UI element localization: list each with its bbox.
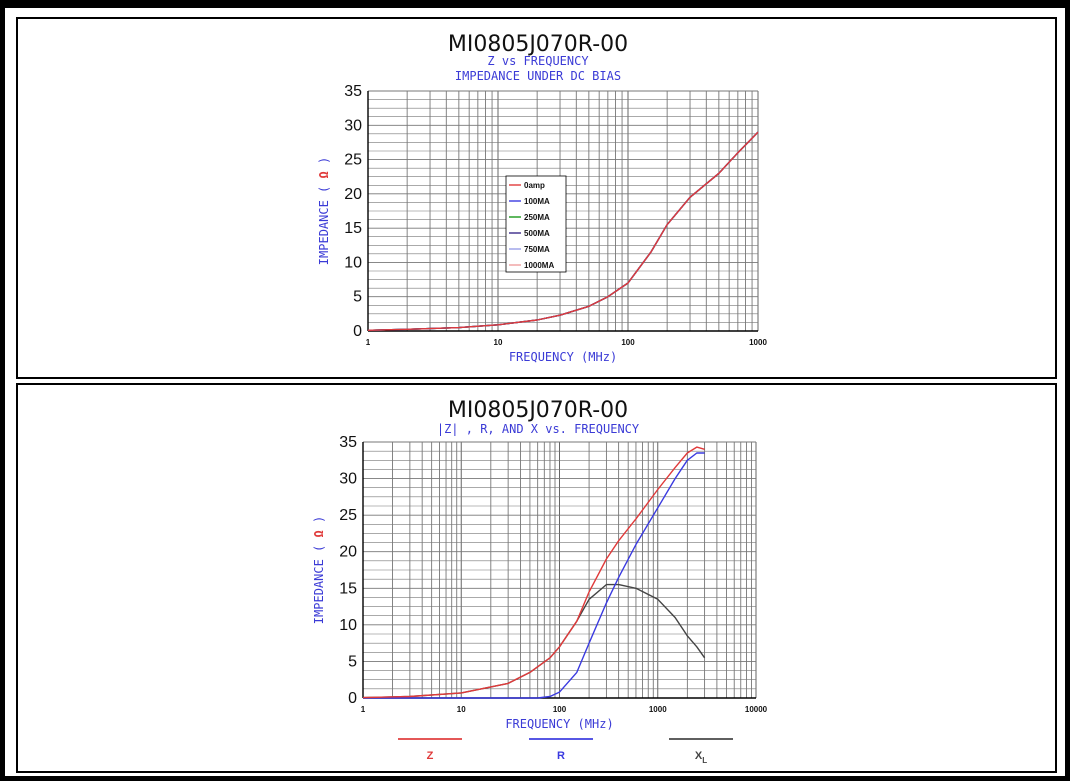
legend-label-x: XL xyxy=(695,750,707,765)
legend-bottom: Z R XL xyxy=(398,738,733,765)
chart-title: MI0805J070R-00 xyxy=(448,398,628,423)
y-tick-label: 5 xyxy=(348,653,357,670)
x-tick-label: 1 xyxy=(361,705,366,714)
y-tick-label: 0 xyxy=(348,690,357,707)
series-lines xyxy=(367,131,759,331)
series-line-z xyxy=(362,446,705,699)
series-lines xyxy=(362,446,706,699)
legend-label: 500MA xyxy=(524,229,550,238)
y-tick-label: 5 xyxy=(353,289,362,306)
chart-subtitle: |Z| , R, AND X vs. FREQUENCY xyxy=(437,422,640,436)
legend-box xyxy=(505,175,567,273)
grid-lines xyxy=(362,441,757,699)
series-line-r xyxy=(363,452,705,699)
y-axis-label-text: IMPEDANCE ( xyxy=(312,537,326,624)
y-tick-label: 0 xyxy=(353,323,362,340)
x-axis-label: FREQUENCY (MHz) xyxy=(509,350,617,364)
y-axis-label-close: ) xyxy=(317,157,331,171)
y-tick-label: 20 xyxy=(344,186,362,203)
y-axis-label: IMPEDANCE ( Ω ) xyxy=(317,157,331,265)
chart-panel-bottom: MI0805J070R-00 |Z| , R, AND X vs. FREQUEN… xyxy=(16,383,1057,773)
legend-label: 1000MA xyxy=(524,261,554,270)
y-tick-label: 35 xyxy=(344,83,362,100)
x-tick-label: 10 xyxy=(494,338,503,347)
y-axis-label-unit: Ω xyxy=(317,171,331,178)
y-axis-label-text: IMPEDANCE ( xyxy=(317,178,331,265)
x-axis-label: FREQUENCY (MHz) xyxy=(505,717,613,731)
y-axis-label: IMPEDANCE ( Ω ) xyxy=(312,516,326,624)
y-tick-label: 10 xyxy=(339,617,357,634)
x-tick-label: 100 xyxy=(553,705,567,714)
chart-subtitle: Z vs FREQUENCY xyxy=(487,54,589,68)
x-tick-label: 10000 xyxy=(745,705,768,714)
legend-label: 750MA xyxy=(524,245,550,254)
legend-label-subscript: L xyxy=(702,756,707,765)
y-tick-label: 15 xyxy=(344,220,362,237)
y-tick-label: 15 xyxy=(339,580,357,597)
series-line-0amp xyxy=(367,131,759,331)
y-axis-label-close: ) xyxy=(312,516,326,530)
x-tick-label: 10 xyxy=(457,705,466,714)
x-tick-label: 1000 xyxy=(749,338,767,347)
y-tick-label: 35 xyxy=(339,434,357,451)
y-tick-label: 20 xyxy=(339,544,357,561)
y-axis-label-unit: Ω xyxy=(312,530,326,537)
chart-subtitle: IMPEDANCE UNDER DC BIAS xyxy=(455,69,621,83)
y-tick-label: 10 xyxy=(344,254,362,271)
chart-panel-top: MI0805J070R-00 Z vs FREQUENCY IMPEDANCE UN… xyxy=(16,17,1057,379)
legend-label-r: R xyxy=(557,750,565,762)
legend-label-z: Z xyxy=(427,750,434,762)
y-tick-label: 30 xyxy=(344,117,362,134)
y-tick-label: 25 xyxy=(339,507,357,524)
legend-label: 250MA xyxy=(524,213,550,222)
x-tick-label: 1000 xyxy=(649,705,667,714)
legend: 0amp 100MA 250MA 500MA 750MA 1000MA xyxy=(505,175,567,273)
y-tick-label: 30 xyxy=(339,471,357,488)
x-tick-label: 1 xyxy=(366,338,371,347)
impedance-components-chart: MI0805J070R-00|Z| , R, AND X vs. FREQUEN… xyxy=(312,398,768,765)
legend-label: 100MA xyxy=(524,197,550,206)
x-tick-label: 100 xyxy=(621,338,635,347)
y-tick-label: 25 xyxy=(344,152,362,169)
chart-title: MI0805J070R-00 xyxy=(448,32,628,57)
legend-label: 0amp xyxy=(524,181,545,190)
